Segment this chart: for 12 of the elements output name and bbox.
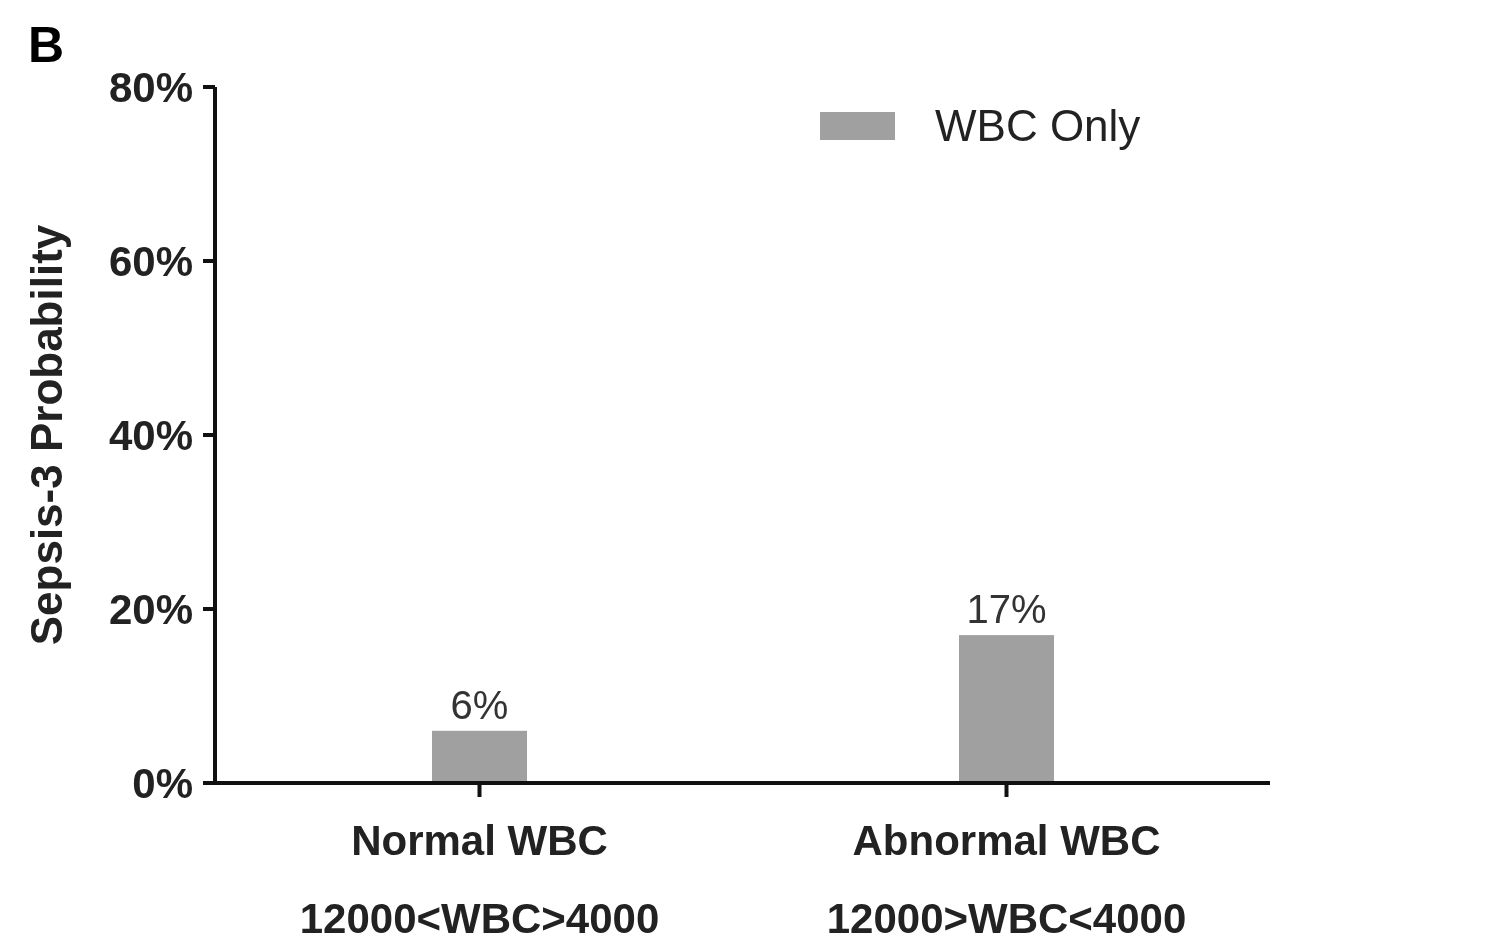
- text: B: [28, 17, 65, 73]
- y-axis-title: Sepsis-3 Probability: [22, 224, 71, 646]
- y-tick-label: 60%: [108, 237, 193, 285]
- data-label: 6%: [450, 682, 509, 727]
- x-tick-label: Normal WBC 12000<WBC>4000: [299, 817, 660, 942]
- legend-label: WBC Only: [935, 101, 1141, 151]
- y-tick-label: 80%: [108, 63, 193, 111]
- y-tick-label: 20%: [108, 585, 193, 633]
- data-label: 17%: [966, 587, 1047, 632]
- y-tick-label: 0%: [132, 759, 193, 807]
- x-tick-label: Abnormal WBC 12000>WBC<4000: [826, 817, 1187, 942]
- y-tick-label: 40%: [108, 411, 193, 459]
